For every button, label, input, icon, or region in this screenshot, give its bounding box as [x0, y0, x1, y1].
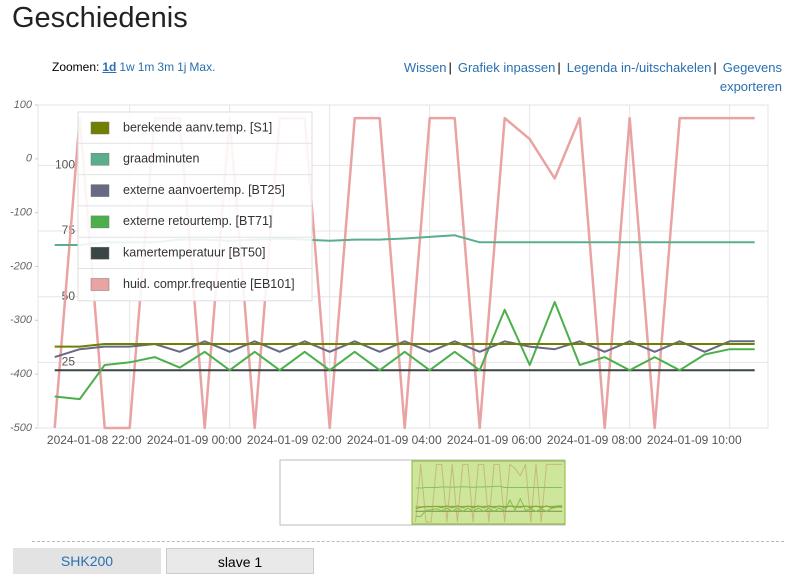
series-line — [54, 343, 755, 348]
x-tick-label: 2024-01-09 06:00 — [447, 433, 542, 447]
x-tick-label: 2024-01-08 22:00 — [47, 433, 142, 447]
legend-label[interactable]: externe aanvoertemp. [BT25] — [123, 183, 285, 197]
legend-label[interactable]: graadminuten — [123, 152, 199, 166]
navigator-selection[interactable] — [411, 460, 566, 525]
y-tick-label: 100 — [14, 99, 33, 111]
y2-tick-label: 100 — [55, 158, 75, 172]
legend-swatch[interactable] — [90, 278, 110, 291]
y-tick-label: -400 — [10, 368, 33, 380]
x-tick-label: 2024-01-09 08:00 — [547, 433, 642, 447]
zoom-option[interactable]: 1m — [137, 60, 155, 74]
zoom-bar: Zoomen: 1d 1w 1m 3m 1j Max. — [52, 60, 215, 74]
y-tick-label: -100 — [10, 207, 33, 219]
legend-swatch[interactable] — [90, 184, 110, 197]
x-tick-label: 2024-01-09 00:00 — [147, 433, 242, 447]
y-tick-label: 0 — [26, 153, 33, 165]
x-tick-label: 2024-01-09 02:00 — [247, 433, 342, 447]
link-separator: | — [557, 60, 561, 75]
x-tick-label: 2024-01-09 04:00 — [347, 433, 442, 447]
legend-swatch[interactable] — [90, 246, 110, 260]
y2-tick-label: 25 — [62, 355, 76, 369]
zoom-label: Zoomen: — [52, 60, 100, 74]
zoom-option[interactable]: 3m — [157, 60, 175, 74]
chart: 2024-01-08 22:00 2024-01-09 00:00 2024-01-… — [10, 99, 769, 526]
zoom-option[interactable]: 1j — [177, 60, 187, 74]
zoom-option[interactable]: 1w — [119, 60, 135, 74]
tab[interactable]: SHK200 — [13, 548, 161, 574]
tab[interactable]: slave 1 — [166, 548, 314, 574]
separator — [32, 541, 784, 542]
action-link[interactable]: Wissen — [403, 60, 447, 75]
legend-label[interactable]: externe retourtemp. [BT71] — [123, 214, 272, 228]
legend-swatch[interactable] — [90, 215, 110, 229]
zoom-option[interactable]: Max. — [189, 60, 216, 74]
y-tick-label: -500 — [10, 422, 33, 434]
legend-swatch[interactable] — [90, 153, 110, 166]
action-link[interactable]: Gegevens exporteren — [719, 60, 782, 94]
y-tick-label: -300 — [10, 314, 33, 326]
action-link[interactable]: Legenda in-/uitschakelen — [566, 60, 712, 75]
legend-label[interactable]: huid. compr.frequentie [EB101] — [123, 277, 295, 291]
legend-label[interactable]: kamertemperatuur [BT50] — [123, 245, 265, 259]
x-tick-label: 2024-01-09 10:00 — [647, 433, 742, 447]
link-separator: | — [713, 60, 717, 75]
y-tick-label: -200 — [10, 260, 33, 272]
action-link[interactable]: Grafiek inpassen — [457, 60, 556, 75]
series-line — [54, 301, 755, 401]
page-title: Geschiedenis — [12, 2, 188, 34]
legend-label[interactable]: berekende aanv.temp. [S1] — [123, 120, 272, 134]
y2-tick-label: 75 — [62, 223, 76, 237]
legend-swatch[interactable] — [90, 121, 110, 135]
zoom-option[interactable]: 1d — [102, 60, 117, 74]
y2-tick-label: 50 — [62, 289, 76, 303]
link-separator: | — [448, 60, 452, 75]
actions-bar: Wissen | Grafiek inpassen | Legenda in-/uits… — [352, 58, 782, 96]
